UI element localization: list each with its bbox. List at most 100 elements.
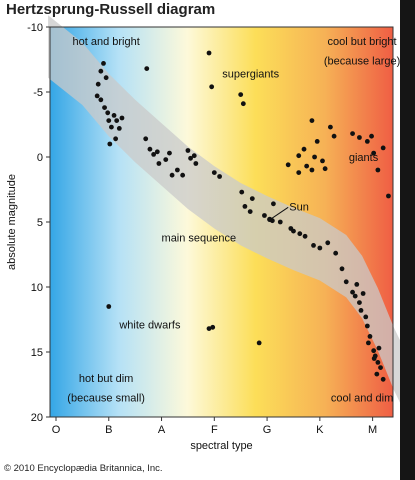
figure-page: Hertzsprung-Russell diagram hot and brig… bbox=[0, 0, 400, 480]
star-point bbox=[109, 124, 114, 130]
star-point bbox=[210, 324, 216, 330]
star-point bbox=[193, 161, 199, 166]
star-point bbox=[354, 282, 360, 287]
annotation-label: (because large) bbox=[324, 56, 400, 68]
star-point bbox=[119, 115, 125, 121]
star-point bbox=[367, 334, 373, 339]
star-point bbox=[143, 136, 149, 142]
star-point bbox=[380, 145, 386, 151]
x-tick-label: A bbox=[158, 424, 166, 436]
star-point bbox=[209, 84, 215, 90]
star-point bbox=[309, 118, 315, 123]
star-point bbox=[376, 345, 382, 351]
x-tick-label: M bbox=[368, 424, 377, 436]
star-point bbox=[106, 304, 112, 309]
dark-edge-strip bbox=[400, 0, 415, 480]
star-point bbox=[256, 340, 262, 346]
star-point bbox=[333, 250, 339, 256]
star-point bbox=[242, 204, 248, 209]
star-point bbox=[302, 233, 308, 239]
annotation-label: cool and dim bbox=[331, 392, 393, 404]
star-point bbox=[375, 360, 381, 365]
star-point bbox=[154, 149, 160, 155]
star-point bbox=[314, 139, 320, 144]
chart-title: Hertzsprung-Russell diagram bbox=[6, 1, 216, 18]
star-point bbox=[249, 196, 255, 202]
star-point bbox=[144, 66, 150, 71]
star-point bbox=[107, 141, 113, 147]
star-point bbox=[378, 365, 383, 370]
sun-leader-line bbox=[271, 206, 289, 219]
annotation-label: cool but bright bbox=[328, 36, 397, 48]
star-point bbox=[363, 314, 369, 320]
star-point bbox=[364, 139, 370, 144]
x-axis-label: spectral type bbox=[190, 440, 252, 452]
annotation-label: Sun bbox=[289, 201, 309, 213]
star-point bbox=[94, 93, 100, 99]
star-point bbox=[309, 167, 315, 173]
star-point bbox=[343, 279, 349, 285]
star-point bbox=[101, 61, 106, 66]
x-tick-label: O bbox=[52, 424, 61, 436]
star-point bbox=[206, 50, 212, 56]
star-point bbox=[371, 356, 377, 361]
star-point bbox=[151, 152, 157, 157]
star-point bbox=[114, 118, 120, 123]
star-point bbox=[247, 209, 253, 215]
star-point bbox=[240, 101, 246, 107]
y-axis-label: absolute magnitude bbox=[6, 174, 18, 270]
star-point bbox=[374, 371, 380, 377]
y-tick-label: -5 bbox=[33, 87, 43, 99]
x-tick-label: F bbox=[211, 424, 218, 436]
x-tick-label: G bbox=[263, 424, 272, 436]
star-point bbox=[328, 124, 333, 130]
star-point bbox=[350, 131, 355, 137]
star-point bbox=[98, 97, 104, 103]
annotation-label: giants bbox=[349, 152, 379, 164]
star-point bbox=[211, 170, 217, 176]
star-point bbox=[147, 146, 153, 152]
copyright-notice: © 2010 Encyclopædia Britannica, Inc. bbox=[4, 463, 163, 474]
star-point bbox=[312, 154, 317, 160]
star-point bbox=[386, 193, 391, 199]
star-point bbox=[357, 300, 362, 305]
star-point bbox=[369, 133, 374, 139]
star-point bbox=[325, 240, 331, 246]
star-point bbox=[285, 162, 291, 168]
star-point bbox=[297, 231, 303, 237]
x-tick-label: K bbox=[316, 424, 324, 436]
star-point bbox=[365, 340, 371, 346]
star-point bbox=[352, 293, 358, 299]
annotation-label: main sequence bbox=[162, 233, 237, 245]
annotation-label: white dwarfs bbox=[118, 320, 181, 332]
star-point bbox=[191, 153, 197, 159]
star-point bbox=[296, 170, 302, 176]
x-tick-label: B bbox=[105, 424, 112, 436]
star-point bbox=[262, 213, 267, 218]
star-point bbox=[180, 172, 186, 178]
y-tick-label: 10 bbox=[31, 282, 43, 294]
star-point bbox=[156, 161, 162, 166]
star-point bbox=[95, 81, 101, 87]
star-point bbox=[238, 92, 244, 97]
star-point bbox=[350, 289, 355, 295]
star-point bbox=[169, 172, 175, 178]
y-tick-label: 5 bbox=[37, 217, 43, 229]
star-point bbox=[116, 125, 122, 131]
star-point bbox=[358, 308, 364, 313]
main-sequence-band bbox=[48, 15, 400, 403]
star-point bbox=[206, 326, 212, 331]
star-point bbox=[322, 166, 328, 172]
star-point bbox=[239, 189, 245, 195]
star-point bbox=[113, 136, 119, 142]
star-point bbox=[163, 157, 169, 163]
y-tick-label: 20 bbox=[31, 412, 43, 424]
star-point bbox=[106, 118, 112, 123]
star-point bbox=[103, 75, 109, 81]
star-point bbox=[185, 148, 191, 153]
star-point bbox=[360, 291, 366, 296]
star-point bbox=[188, 155, 193, 161]
star-point bbox=[271, 201, 276, 207]
star-point bbox=[111, 113, 117, 118]
y-tick-label: 0 bbox=[37, 152, 43, 164]
